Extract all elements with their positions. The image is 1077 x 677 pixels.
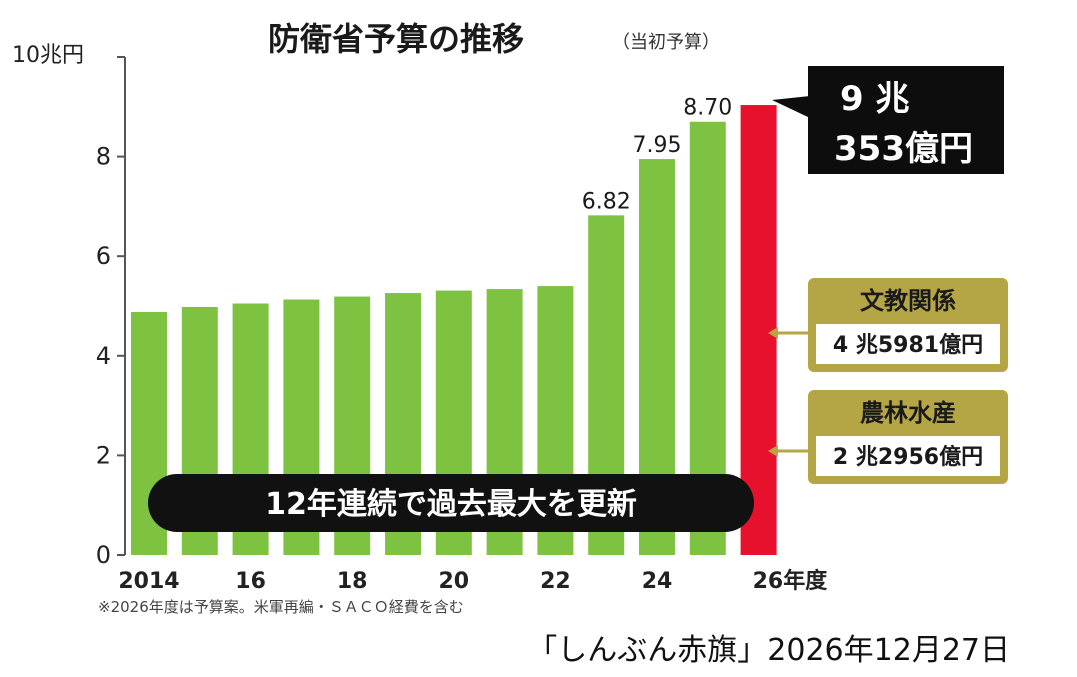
banner <box>148 474 754 532</box>
x-tick-label: 2014 <box>118 569 179 594</box>
callout-pointer <box>772 96 810 118</box>
comparison-title-2: 農林水産 <box>860 399 956 427</box>
chart-subtitle: （当初予算） <box>612 32 720 53</box>
data-label-2024: 7.95 <box>633 133 682 158</box>
footnote: ※2026年度は予算案。米軍再編・ＳＡＣＯ経費を含む <box>98 598 464 616</box>
comparison-arrow-2 <box>768 445 778 457</box>
x-tick-label: 22 <box>540 569 571 594</box>
y-tick-label: 6 <box>96 242 111 270</box>
x-tick-label: 16 <box>235 569 266 594</box>
comparison-value-2: 2 兆2956億円 <box>833 444 983 470</box>
comparison-value-bg-2 <box>816 436 1000 476</box>
chart-title: 防衛省予算の推移 <box>268 20 524 58</box>
banner-text: 12年連続で過去最大を更新 <box>265 487 637 522</box>
data-label-2025: 8.70 <box>683 96 732 121</box>
data-label-2023: 6.82 <box>582 189 631 214</box>
bar-2026 <box>740 105 777 556</box>
x-tick-label: 24 <box>642 569 673 594</box>
comparison-title-1: 文教関係 <box>860 287 956 315</box>
highlight-callout <box>808 66 1004 174</box>
comparison-arrow-1 <box>768 327 778 339</box>
x-tick-label: 20 <box>438 569 469 594</box>
y-axis-ticks: 0 2 4 6 8 <box>96 56 125 569</box>
y-tick-label: 8 <box>96 143 111 171</box>
x-axis-ticks: 2014 16 18 20 22 24 26年度 <box>118 568 828 594</box>
x-tick-label: 18 <box>337 569 368 594</box>
comparison-value-1: 4 兆5981億円 <box>833 332 983 358</box>
source-caption: 「しんぶん赤旗」2026年12月27日 <box>527 633 1010 668</box>
y-tick-label: 4 <box>96 342 111 370</box>
comparison-value-bg-1 <box>816 324 1000 364</box>
callout-line2: 353億円 <box>834 129 973 169</box>
callout-line1: 9 兆 <box>840 79 910 119</box>
y-tick-label: 0 <box>96 541 111 569</box>
data-labels: 6.82 7.958.70 <box>582 96 733 215</box>
x-tick-label: 26年度 <box>753 568 829 594</box>
y-tick-label: 2 <box>96 441 111 469</box>
y-unit-label: 10兆円 <box>12 43 84 68</box>
